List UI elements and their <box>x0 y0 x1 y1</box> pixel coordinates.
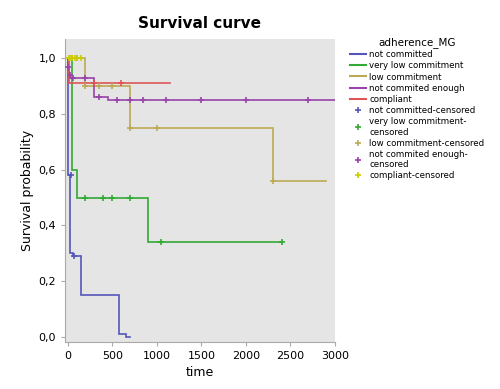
Title: Survival curve: Survival curve <box>138 16 262 31</box>
Legend: not committed, very low commitment, low commitment, not commited enough, complia: not committed, very low commitment, low … <box>350 37 484 180</box>
Y-axis label: Survival probability: Survival probability <box>21 130 34 251</box>
X-axis label: time: time <box>186 366 214 378</box>
